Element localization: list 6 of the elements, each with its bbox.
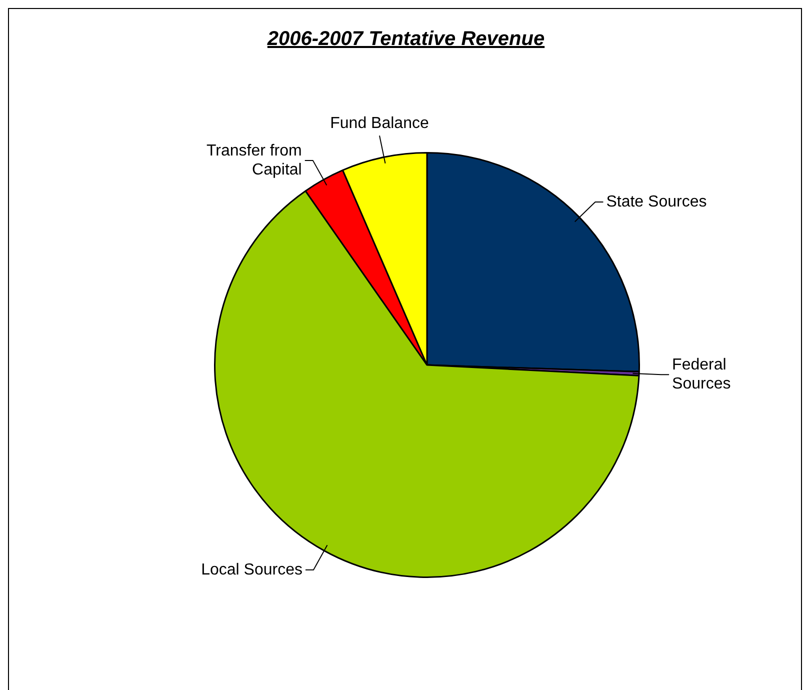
slice-label: State Sources: [606, 193, 707, 210]
slice-label: Local Sources: [201, 561, 303, 578]
slice-label: Fund Balance: [330, 115, 429, 132]
chart-title: 2006-2007 Tentative Revenue: [266, 28, 546, 51]
slice-label: Transfer from Capital: [206, 142, 302, 178]
slice-label: Federal Sources: [672, 356, 731, 392]
